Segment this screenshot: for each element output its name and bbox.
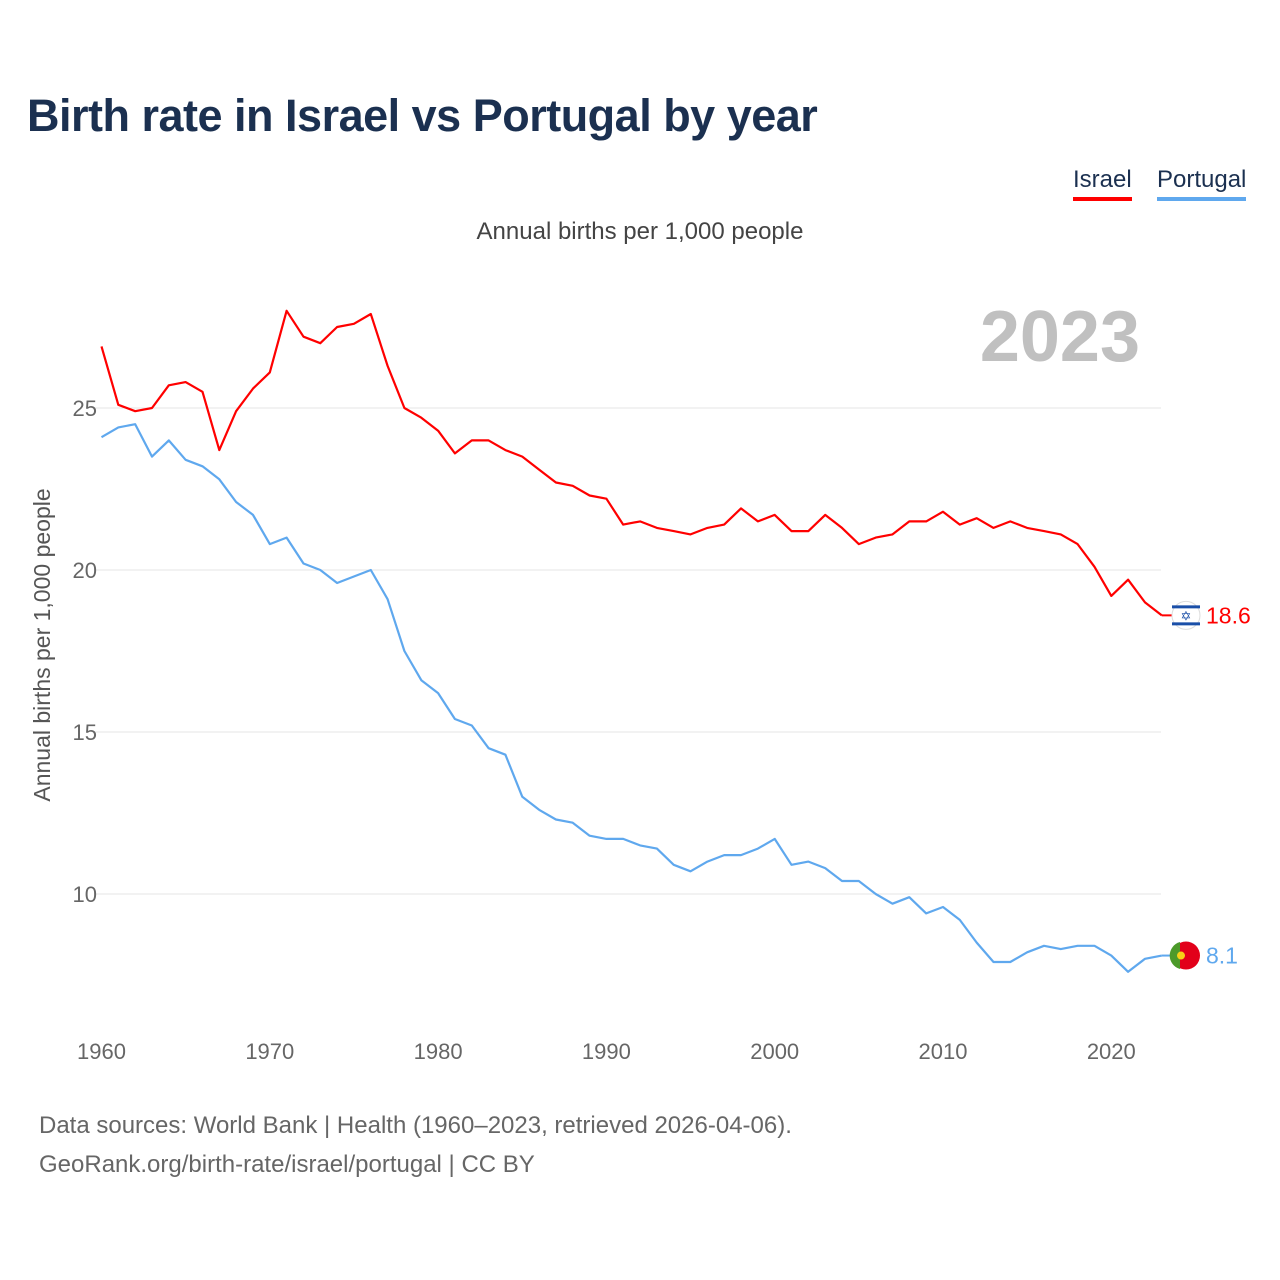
x-tick-label: 1990 [582,1039,631,1064]
x-tick-label: 1960 [77,1039,126,1064]
legend-portugal[interactable]: Portugal [1157,166,1247,201]
israel-flag-icon: ✡ [1171,600,1201,630]
end-value-label: 18.6 [1206,602,1251,628]
y-tick-label: 15 [73,720,97,745]
chart-subtitle: Annual births per 1,000 people [476,218,804,245]
y-tick-label: 25 [73,396,97,421]
series-line-portugal [100,423,1163,973]
source-line-2[interactable]: GeoRank.org/birth-rate/israel/portugal |… [39,1151,535,1178]
series-line-israel [100,309,1163,617]
end-value-label: 8.1 [1206,943,1238,969]
legend-israel[interactable]: Israel [1073,166,1132,201]
svg-text:✡: ✡ [1181,608,1192,623]
y-tick-label: 10 [73,882,97,907]
x-tick-label: 2000 [750,1039,799,1064]
x-tick-label: 2020 [1087,1039,1136,1064]
y-tick-label: 20 [73,558,97,583]
chart-title: Birth rate in Israel vs Portugal by year [27,90,818,141]
x-tick-label: 1980 [414,1039,463,1064]
source-line-1: Data sources: World Bank | Health (1960–… [39,1112,792,1139]
source-note: Data sources: World Bank | Health (1960–… [39,1106,792,1184]
portugal-flag-icon [1169,941,1200,970]
year-label: 2023 [980,297,1140,377]
x-tick-label: 1970 [245,1039,294,1064]
y-axis-label: Annual births per 1,000 people [29,488,55,801]
x-tick-label: 2010 [919,1039,968,1064]
